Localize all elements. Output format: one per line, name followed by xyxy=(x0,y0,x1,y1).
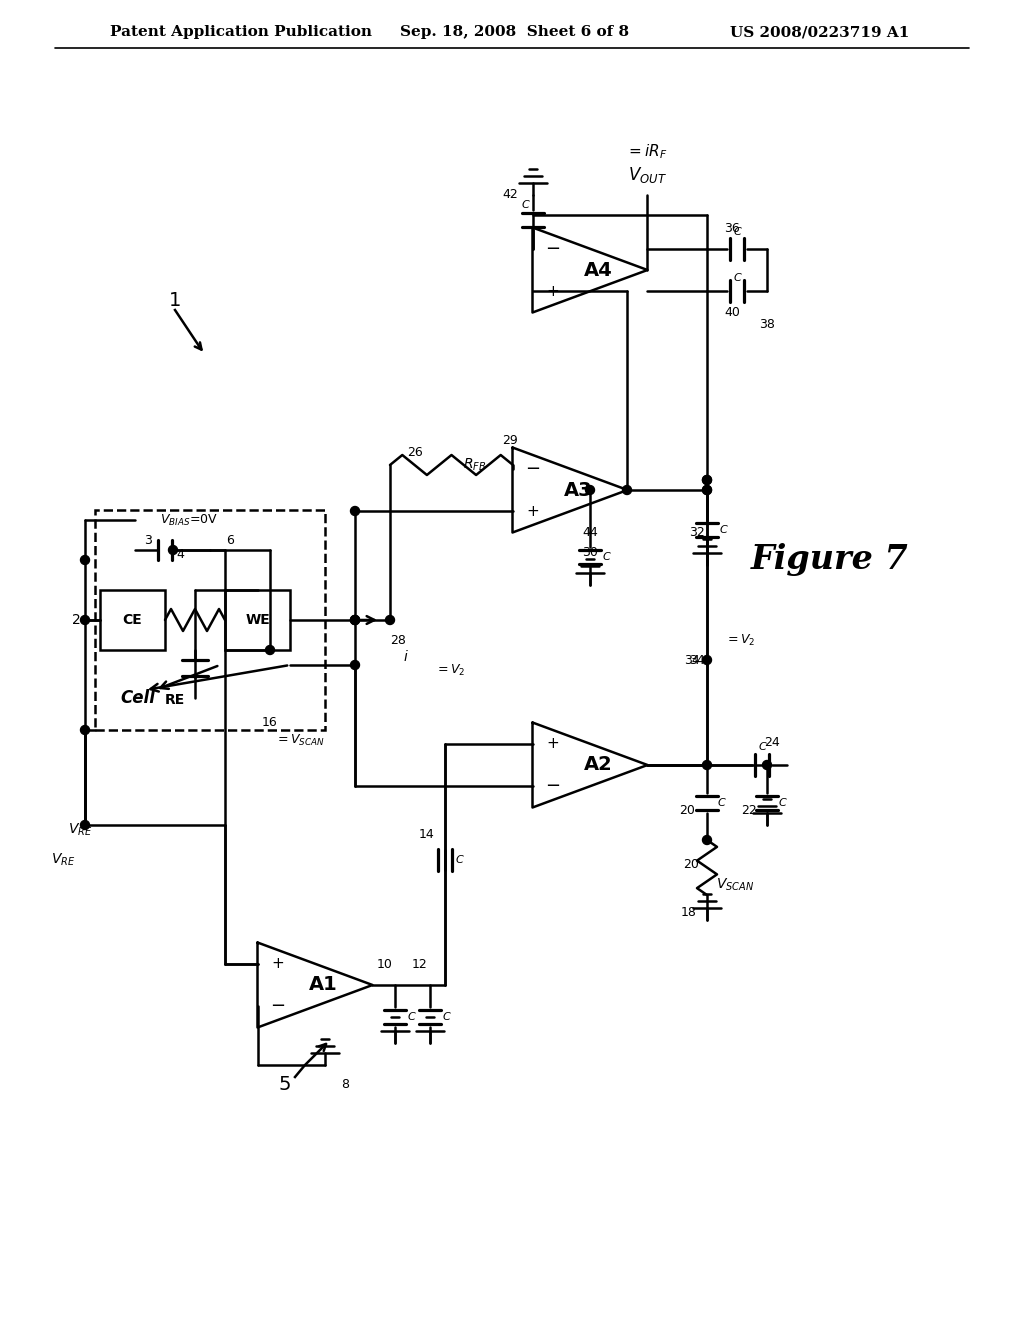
Text: C: C xyxy=(521,201,528,210)
Circle shape xyxy=(81,726,89,734)
Circle shape xyxy=(350,660,359,669)
Text: A1: A1 xyxy=(308,975,337,994)
Text: 29: 29 xyxy=(502,433,518,446)
Circle shape xyxy=(623,486,632,495)
Text: 22: 22 xyxy=(741,804,757,817)
Text: Figure 7: Figure 7 xyxy=(752,544,909,577)
Text: $V_{SCAN}$: $V_{SCAN}$ xyxy=(716,876,754,894)
Text: −: − xyxy=(545,777,560,795)
Text: C: C xyxy=(602,552,610,562)
Text: 16: 16 xyxy=(262,715,278,729)
Circle shape xyxy=(350,615,359,624)
Bar xyxy=(225,590,290,649)
Text: $V_{RE}$: $V_{RE}$ xyxy=(68,822,92,838)
Text: A2: A2 xyxy=(584,755,612,775)
Text: 5: 5 xyxy=(279,1076,291,1094)
Text: Cell: Cell xyxy=(120,689,155,708)
Text: −: − xyxy=(270,997,285,1015)
Text: 4: 4 xyxy=(176,548,184,561)
Circle shape xyxy=(169,545,177,554)
Text: i: i xyxy=(403,649,407,664)
Text: 8: 8 xyxy=(341,1078,349,1092)
Circle shape xyxy=(702,486,712,495)
Circle shape xyxy=(265,645,274,655)
Text: $R_{FB}$: $R_{FB}$ xyxy=(463,457,486,473)
Text: C: C xyxy=(455,855,463,865)
Text: A3: A3 xyxy=(563,480,592,499)
Text: C: C xyxy=(719,525,727,535)
Text: C: C xyxy=(758,742,766,752)
Circle shape xyxy=(702,760,712,770)
Text: −: − xyxy=(545,240,560,257)
Circle shape xyxy=(702,475,712,484)
Text: $V_{OUT}$: $V_{OUT}$ xyxy=(628,165,667,185)
Text: WE: WE xyxy=(245,612,270,627)
Text: C: C xyxy=(733,273,741,282)
Circle shape xyxy=(350,615,359,624)
Circle shape xyxy=(81,556,89,565)
Text: 24: 24 xyxy=(764,737,780,750)
Text: 20: 20 xyxy=(683,858,699,871)
Text: 30: 30 xyxy=(582,545,598,558)
Text: $= V_2$: $= V_2$ xyxy=(725,632,756,648)
Text: 36: 36 xyxy=(724,222,740,235)
Text: 34: 34 xyxy=(689,653,705,667)
Text: 20: 20 xyxy=(679,804,695,817)
Text: 42: 42 xyxy=(502,189,518,202)
Text: C: C xyxy=(733,227,741,238)
Text: 6: 6 xyxy=(226,533,233,546)
Circle shape xyxy=(385,615,394,624)
Text: C: C xyxy=(778,799,785,808)
Text: +: + xyxy=(546,284,559,298)
Bar xyxy=(95,510,325,730)
Text: $V_{RE}$: $V_{RE}$ xyxy=(50,851,75,869)
Circle shape xyxy=(81,821,89,829)
Circle shape xyxy=(702,475,712,484)
Text: 34: 34 xyxy=(684,653,699,667)
Circle shape xyxy=(350,507,359,516)
Text: RE: RE xyxy=(165,693,185,708)
Text: C: C xyxy=(442,1012,450,1022)
Text: 10: 10 xyxy=(377,958,393,972)
Text: +: + xyxy=(546,737,559,751)
Text: US 2008/0223719 A1: US 2008/0223719 A1 xyxy=(730,25,909,40)
Text: 38: 38 xyxy=(759,318,775,331)
Text: $= iR_F$: $= iR_F$ xyxy=(626,143,668,161)
Text: $= V_{SCAN}$: $= V_{SCAN}$ xyxy=(275,733,325,747)
Text: $= V_2$: $= V_2$ xyxy=(435,663,466,677)
Text: Sep. 18, 2008  Sheet 6 of 8: Sep. 18, 2008 Sheet 6 of 8 xyxy=(400,25,629,40)
Circle shape xyxy=(702,656,712,664)
Text: +: + xyxy=(526,504,539,519)
Text: C: C xyxy=(717,799,725,808)
Text: A4: A4 xyxy=(584,260,612,280)
Text: CE: CE xyxy=(123,612,142,627)
Text: 1: 1 xyxy=(169,290,181,309)
Text: Patent Application Publication: Patent Application Publication xyxy=(110,25,372,40)
Text: 40: 40 xyxy=(724,305,740,318)
Text: 28: 28 xyxy=(390,634,406,647)
Text: 14: 14 xyxy=(419,829,435,842)
Text: 26: 26 xyxy=(408,446,423,458)
Text: C: C xyxy=(408,1012,415,1022)
Circle shape xyxy=(81,615,89,624)
Text: 12: 12 xyxy=(412,958,428,972)
Circle shape xyxy=(763,760,771,770)
Text: 3: 3 xyxy=(144,533,152,546)
Text: +: + xyxy=(271,956,284,972)
Circle shape xyxy=(586,486,595,495)
Circle shape xyxy=(702,836,712,845)
Text: 2: 2 xyxy=(72,612,80,627)
Text: 44: 44 xyxy=(582,525,598,539)
Text: $V_{BIAS}$=0V: $V_{BIAS}$=0V xyxy=(160,512,218,528)
Text: 18: 18 xyxy=(681,907,697,920)
Bar xyxy=(100,590,165,649)
Circle shape xyxy=(350,615,359,624)
Text: 32: 32 xyxy=(689,525,705,539)
Circle shape xyxy=(702,486,712,495)
Text: −: − xyxy=(525,459,540,478)
